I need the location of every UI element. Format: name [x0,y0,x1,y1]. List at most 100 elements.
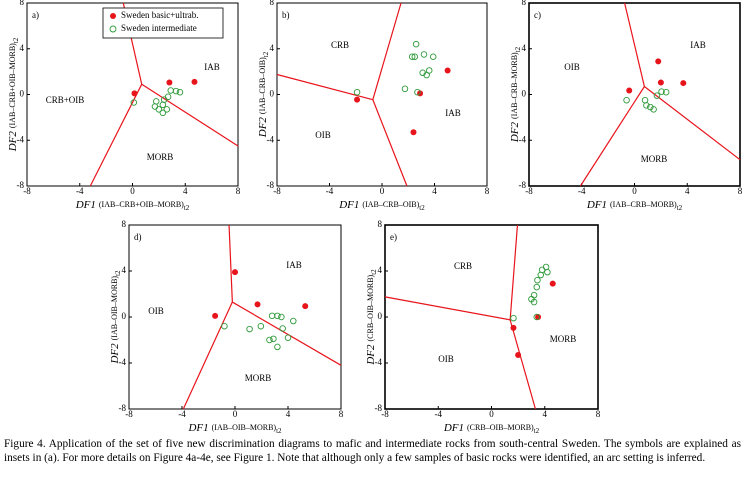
x-axis-label-main: DF1 [586,199,607,211]
data-point [172,87,180,95]
y-tick-label: 0 [522,89,527,99]
y-tick-label: -8 [17,180,25,190]
boundary-line [182,301,233,410]
data-point [278,313,285,321]
region-label: OIB [148,306,164,316]
data-point [537,271,545,279]
x-tick-label: -4 [326,186,334,196]
y-tick-label: 8 [122,219,127,229]
data-point [544,268,551,276]
y-axis-label-main: DF2 [109,343,121,365]
y-axis-label-subscript: t2 [514,46,522,52]
data-point [166,79,173,86]
data-point [159,101,167,109]
data-point [246,325,253,333]
data-point [420,51,428,58]
boundary-line [228,224,233,303]
data-point [160,96,168,103]
caption: Figure 4. Application of the set of five… [4,438,741,464]
data-point [410,129,417,136]
data-point [412,40,420,48]
x-tick-label: -4 [435,409,443,419]
x-tick-label: -8 [381,409,389,419]
x-tick-label: 4 [286,409,291,419]
x-tick-label: 8 [485,186,490,196]
data-point [191,78,198,85]
y-axis-label-sub: (IAB–CRB+OIB–MORB) [8,43,17,128]
data-point [643,102,650,109]
y-axis-label-subscript: t2 [114,270,122,276]
data-point [538,266,546,274]
y-axis-label: DF2 (IAB–CRB+OIB–MORB)t2 [7,37,20,152]
data-point [408,53,416,61]
region-label: OIB [438,354,454,364]
x-tick-label: 0 [489,409,494,419]
data-point [164,93,172,101]
y-tick-label: 4 [270,43,275,53]
data-point [290,317,297,325]
y-axis-label: DF2 (IAB–OIB–MORB)t2 [109,270,122,365]
legend-label: Sweden basic+ultrab. [121,10,199,20]
data-point [411,53,419,61]
data-point [623,96,630,104]
y-axis-label-sub: (IAB–CRB–OIB) [258,57,267,114]
boundary-line [232,301,342,366]
y-tick-label: -8 [119,403,127,413]
data-point [176,88,184,96]
data-point [658,88,665,95]
legend-symbol [110,13,116,19]
legend-box [102,7,224,39]
data-point [221,322,228,330]
data-point [152,98,160,105]
plot-frame [528,2,741,187]
x-axis-label-sub: (IAB–CRB–OIB) [362,200,419,209]
data-point [159,109,167,117]
y-tick-label: -4 [375,357,383,367]
x-tick-label: -4 [178,409,186,419]
data-point [647,103,654,111]
region-label: IAB [445,108,461,118]
y-tick-label: -4 [119,357,127,367]
data-point [641,96,649,104]
data-point [401,85,409,93]
y-tick-label: 4 [522,43,527,53]
x-tick-label: 8 [738,186,743,196]
x-axis-label: DF1 (IAB–CRB–MORB)t2 [586,199,683,212]
x-axis-label-sub: (CRB–OIB–MORB) [467,423,534,432]
y-axis-label: DF2 (CRB–OIB–MORB)t2 [365,269,378,366]
boundary-line [509,224,519,320]
x-tick-label: -4 [578,186,586,196]
region-label: CRB [331,40,349,50]
x-axis-label-sub: (IAB–CRB–MORB) [610,200,677,209]
panel-label: d) [134,232,142,242]
region-label: OIB [564,62,580,72]
y-axis-label-sub: (IAB–CRB–MORB) [510,52,519,119]
x-axis-label-main: DF1 [187,422,208,434]
legend-label: Sweden intermediate [121,23,197,33]
y-axis-label-subscript: t2 [370,269,378,275]
y-tick-label: 0 [270,89,275,99]
x-axis-label-main: DF1 [443,422,464,434]
data-point [533,313,541,321]
x-tick-label: -8 [23,186,31,196]
x-tick-label: -8 [273,186,281,196]
y-axis-label-subscript: t2 [12,37,20,43]
x-axis-label-subscript: t2 [184,204,190,212]
y-tick-label: 4 [378,265,383,275]
x-tick-label: -8 [125,409,133,419]
data-point [279,325,286,332]
y-axis-label-main: DF2 [509,121,521,143]
y-tick-label: -4 [519,134,527,144]
x-tick-label: 8 [236,186,241,196]
y-axis-label-sub: (IAB–OIB–MORB) [110,276,119,341]
x-axis-label: DF1 (CRB–OIB–MORB)t2 [443,422,540,435]
x-tick-label: 0 [380,186,385,196]
y-tick-label: 0 [122,311,127,321]
data-point [130,99,138,106]
y-tick-label: 8 [270,0,275,7]
data-point [662,88,670,96]
x-tick-label: 4 [432,186,437,196]
